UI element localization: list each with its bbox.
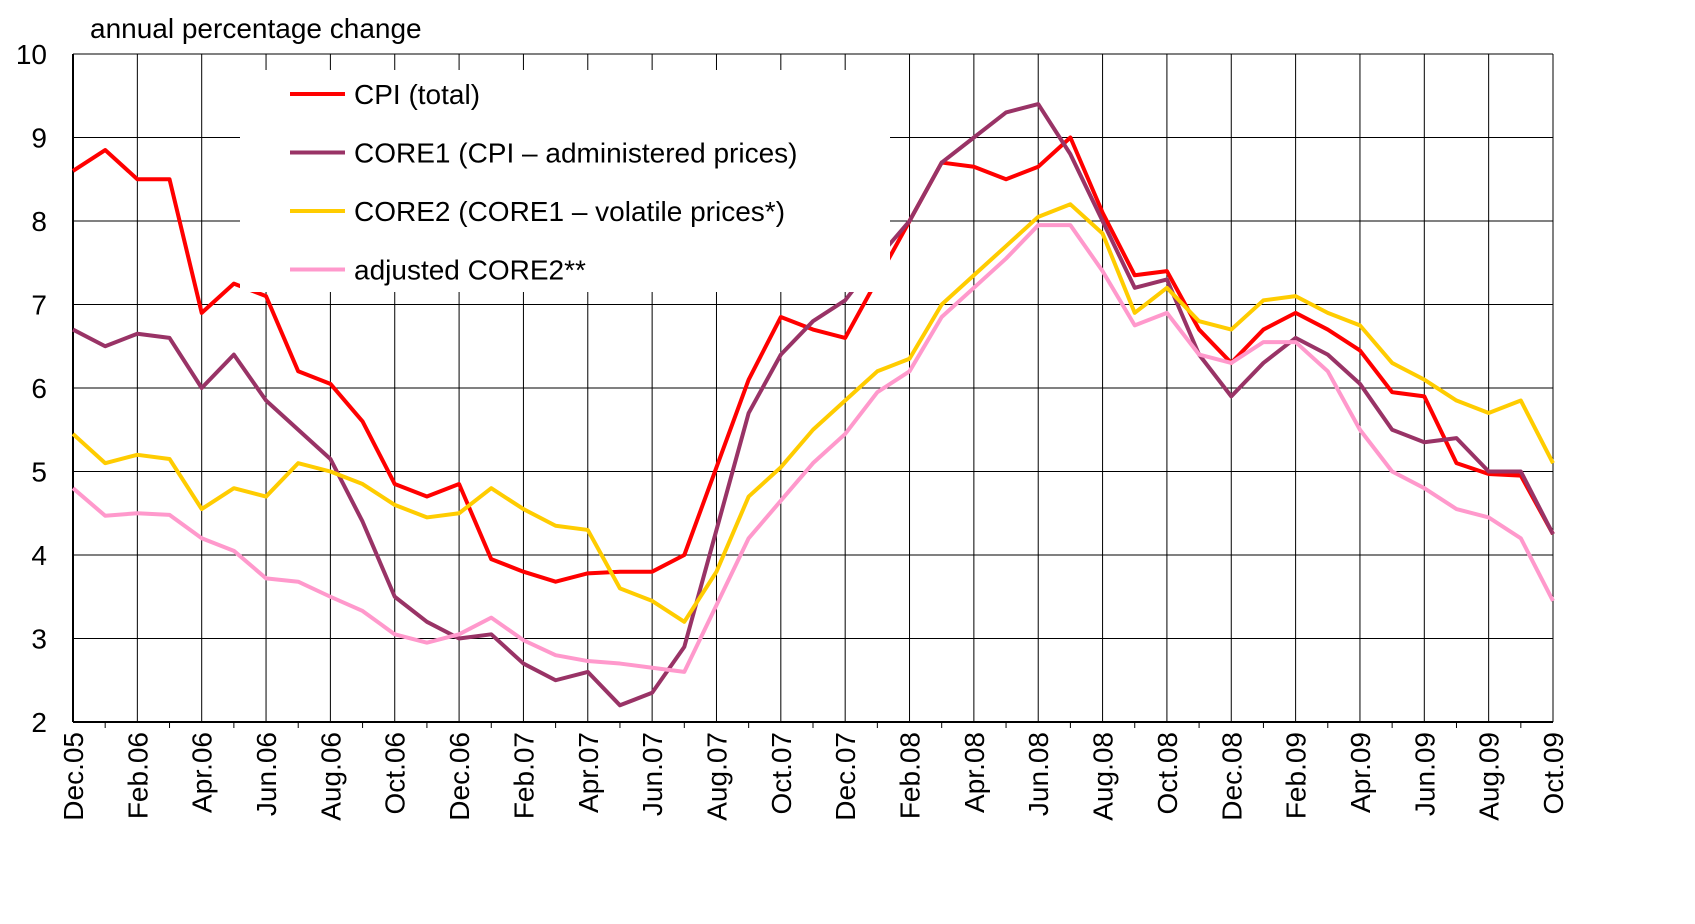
x-tick-label: Dec.08 [1216,732,1247,821]
x-tick-label: Aug.08 [1088,732,1119,821]
legend-label: adjusted CORE2** [354,255,586,286]
x-tick-label: Feb.08 [895,732,926,819]
x-tick-label: Apr.08 [959,732,990,813]
legend-label: CPI (total) [354,79,480,110]
x-tick-label: Aug.09 [1474,732,1505,821]
x-tick-label: Jun.09 [1409,732,1440,816]
x-tick-label: Feb.07 [508,732,539,819]
x-tick-label: Oct.06 [380,732,411,814]
y-tick-label: 4 [31,540,47,571]
x-tick-label: Oct.09 [1538,732,1569,814]
x-tick-label: Aug.06 [315,732,346,821]
x-tick-label: Dec.05 [58,732,89,821]
y-tick-label: 3 [31,624,47,655]
legend-box [240,70,890,292]
y-tick-label: 6 [31,373,47,404]
legend-label: CORE1 (CPI – administered prices) [354,138,797,169]
y-tick-label: 9 [31,123,47,154]
x-tick-label: Aug.07 [701,732,732,821]
x-tick-label: Apr.06 [187,732,218,813]
x-tick-label: Dec.07 [830,732,861,821]
x-tick-label: Oct.07 [766,732,797,814]
x-tick-label: Feb.09 [1281,732,1312,819]
line-series [72,102,1555,708]
y-tick-label: 2 [31,707,47,738]
y-tick-label: 7 [31,290,47,321]
y-tick-label: 5 [31,457,47,488]
y-axis-title: annual percentage change [90,13,422,44]
y-tick-label: 10 [16,39,47,70]
x-tick-label: Oct.08 [1152,732,1183,814]
y-tick-label: 8 [31,206,47,237]
x-tick-label: Dec.06 [444,732,475,821]
line-series [71,223,1555,674]
x-tick-label: Apr.09 [1345,732,1376,813]
line-series [71,202,1555,624]
x-tick-label: Jun.08 [1023,732,1054,816]
x-tick-label: Apr.07 [573,732,604,813]
line-series [71,135,1555,584]
x-tick-label: Feb.06 [122,732,153,819]
x-tick-label: Jun.07 [637,732,668,816]
legend-label: CORE2 (CORE1 – volatile prices*) [354,196,785,227]
x-tick-label: Jun.06 [251,732,282,816]
